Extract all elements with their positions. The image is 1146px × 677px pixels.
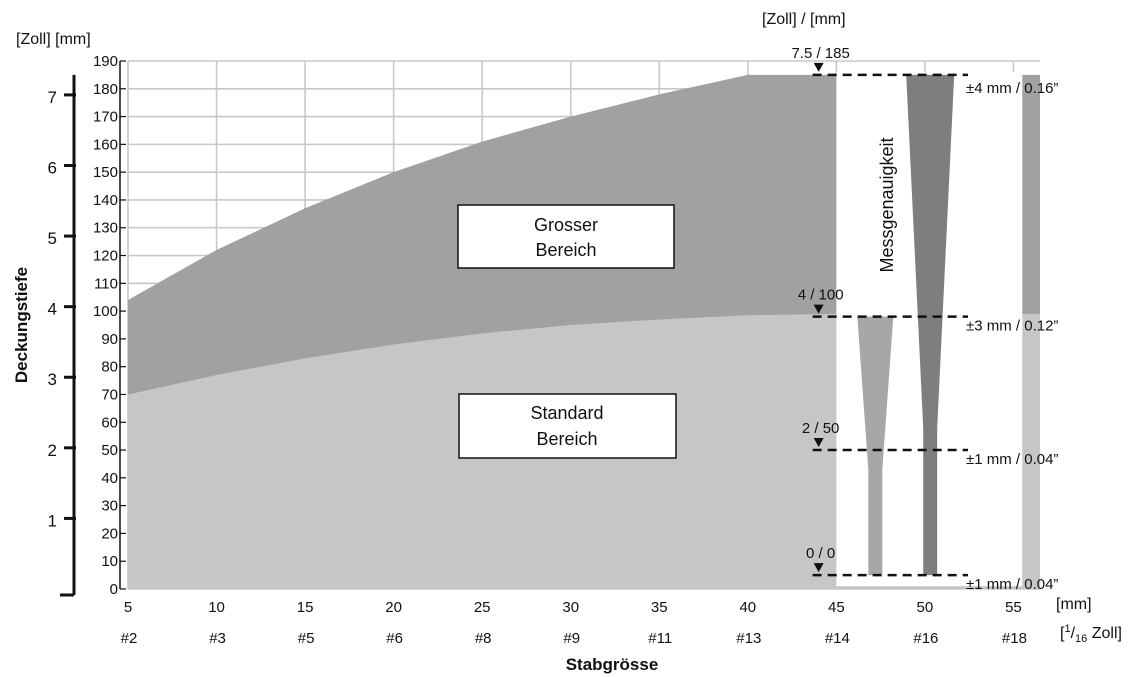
region-label-grosser-line1: Grosser [534, 215, 598, 235]
x-unit-mm: [mm] [1056, 596, 1092, 613]
accuracy-label-0: ±4 mm / 0.16” [966, 80, 1058, 97]
x-unit-inch: [1/16 Zoll] [1060, 623, 1122, 645]
mm-tick-label: 190 [93, 53, 118, 70]
marker-triangle-3 [813, 563, 824, 573]
rod-size-label: #11 [648, 630, 672, 647]
accuracy-title: Messgenauigkeit [877, 137, 897, 272]
mm-tick-label: 120 [93, 248, 118, 265]
rod-size-label: #8 [475, 630, 492, 647]
rod-size-label: #6 [386, 630, 403, 647]
marker-label-2: 2 / 50 [802, 420, 840, 437]
mm-tick-label: 50 [101, 442, 118, 459]
accuracy-label-3: ±1 mm / 0.04” [966, 576, 1058, 593]
y-unit-right: [Zoll] / [mm] [762, 11, 846, 28]
marker-triangle-0 [813, 62, 824, 72]
region-box-grosser [457, 204, 675, 269]
x-tick-label: 20 [385, 599, 402, 616]
mm-tick-label: 130 [93, 220, 118, 237]
mm-tick-label: 100 [93, 303, 118, 320]
x-tick-label: 5 [124, 599, 132, 616]
mm-tick-label: 180 [93, 81, 118, 98]
inch-tick-label: 4 [48, 300, 57, 319]
region-label-standard-line1: Standard [530, 403, 603, 423]
mm-tick-label: 70 [101, 386, 118, 403]
mm-tick-label: 20 [101, 525, 118, 542]
x-tick-label: 35 [651, 599, 668, 616]
x-tick-label: 40 [739, 599, 756, 616]
region-label-grosser: Grosser Bereich [457, 204, 675, 269]
x-tick-label: 30 [562, 599, 579, 616]
rod-size-label: #14 [825, 630, 850, 647]
rod-size-label: #16 [913, 630, 938, 647]
inch-tick-label: 1 [48, 511, 57, 530]
mm-tick-label: 30 [101, 498, 118, 515]
region-label-grosser-line2: Bereich [535, 240, 596, 260]
accuracy-wedge-light [857, 316, 894, 576]
x-axis-title: Stabgrösse [566, 655, 659, 674]
y-unit-left: [Zoll] [mm] [16, 31, 91, 48]
depth-markers: 7.5 / 185 ±4 mm / 0.16” 4 / 100 ±3 mm / 0.1… [791, 45, 1058, 593]
mm-tick-label: 80 [101, 359, 118, 376]
mm-tick-label: 110 [94, 275, 118, 292]
y-axis-title: Deckungstiefe [12, 267, 31, 383]
inch-tick-label: 2 [48, 441, 57, 460]
text-layer: [Zoll] [mm] [Zoll] / [mm] Deckungstiefe … [12, 11, 1122, 674]
rod-size-label: #18 [1002, 630, 1027, 647]
mm-tick-label: 90 [101, 331, 118, 348]
rod-size-label: #5 [298, 630, 315, 647]
x-unit-inch-suffix: Zoll] [1087, 625, 1122, 642]
mm-tick-label: 10 [101, 553, 118, 570]
x-unit-inch-slash: / [1071, 625, 1076, 642]
mm-tick-label: 170 [93, 109, 118, 126]
inch-tick-label: 5 [48, 229, 57, 248]
axes-layer: 1234567010203040506070809010011012013014… [48, 53, 1027, 647]
x-tick-label: 45 [828, 599, 845, 616]
marker-triangle-1 [813, 304, 824, 314]
marker-label-0: 7.5 / 185 [791, 45, 849, 62]
rod-size-label: #3 [209, 630, 226, 647]
mm-tick-label: 0 [110, 581, 118, 598]
region-label-boxes: Grosser Bereich Standard Bereich [457, 204, 677, 459]
mm-tick-label: 60 [101, 414, 118, 431]
accuracy-label-2: ±1 mm / 0.04” [966, 451, 1058, 468]
accuracy-label-1: ±3 mm / 0.12” [966, 318, 1058, 335]
rod-size-label: #9 [563, 630, 580, 647]
mm-tick-label: 150 [93, 164, 118, 181]
x-unit-inch-den: 16 [1075, 633, 1087, 645]
mm-tick-label: 40 [101, 470, 118, 487]
x-tick-label: 25 [474, 599, 491, 616]
region-label-standard-line2: Bereich [536, 429, 597, 449]
rod-size-label: #13 [736, 630, 761, 647]
mm-tick-label: 160 [93, 136, 118, 153]
accuracy-wedge-dark [906, 74, 955, 576]
x-unit-inch-prefix: [ [1060, 625, 1065, 642]
x-tick-label: 15 [297, 599, 314, 616]
x-tick-label: 50 [917, 599, 934, 616]
accuracy-panel [836, 72, 1023, 587]
marker-triangle-2 [813, 438, 824, 448]
marker-label-1: 4 / 100 [798, 287, 844, 304]
inch-tick-label: 3 [48, 370, 57, 389]
inch-tick-label: 7 [48, 88, 57, 107]
region-label-standard: Standard Bereich [458, 393, 677, 459]
x-unit-inch-num: 1 [1064, 623, 1070, 635]
rod-size-label: #2 [121, 630, 138, 647]
mm-tick-label: 140 [93, 192, 118, 209]
x-tick-label: 55 [1005, 599, 1022, 616]
marker-label-3: 0 / 0 [806, 545, 835, 562]
region-box-standard [458, 393, 677, 459]
inch-tick-label: 6 [48, 158, 57, 177]
x-tick-label: 10 [208, 599, 225, 616]
